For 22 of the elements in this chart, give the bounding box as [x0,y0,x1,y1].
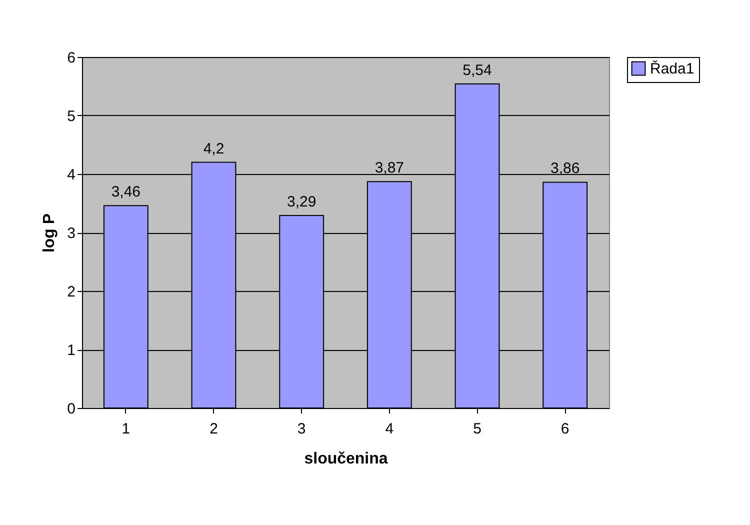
y-tick-label: 5 [67,108,76,125]
y-tick-label: 4 [67,166,76,184]
x-axis-title: sloučenina [304,450,388,468]
data-label: 3,29 [286,194,316,211]
x-tick-label: 3 [297,420,306,438]
y-tick-label: 2 [67,284,76,300]
legend-label: Řada1 [650,60,694,78]
data-label: 3,87 [374,160,404,177]
data-label: 5,54 [462,62,492,79]
data-label: 3,46 [111,184,141,201]
data-label: 3,86 [550,160,580,178]
x-tick-label: 4 [385,420,394,438]
x-tick-label: 5 [473,420,482,438]
y-tick-label: 3 [67,225,76,242]
y-tick-label: 6 [67,50,76,66]
y-tick-label: 0 [67,400,76,418]
x-tick-label: 1 [122,420,130,438]
data-label: 4,2 [203,140,224,158]
x-tick-label: 2 [210,420,218,438]
x-tick-label: 6 [560,420,570,438]
y-axis-title: log P [41,213,58,253]
y-tick-label: 1 [67,342,76,359]
